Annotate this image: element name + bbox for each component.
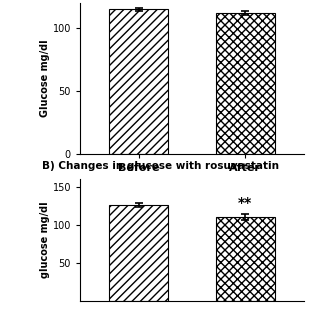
Bar	[216, 13, 275, 154]
Text: **: **	[238, 196, 252, 210]
Y-axis label: Glucose mg/dl: Glucose mg/dl	[40, 40, 50, 117]
Text: B) Changes in glucose with rosuvastatin: B) Changes in glucose with rosuvastatin	[42, 161, 278, 171]
Bar	[216, 217, 275, 301]
Bar	[109, 10, 168, 154]
Bar	[109, 205, 168, 301]
Y-axis label: glucose mg/dl: glucose mg/dl	[40, 202, 50, 278]
